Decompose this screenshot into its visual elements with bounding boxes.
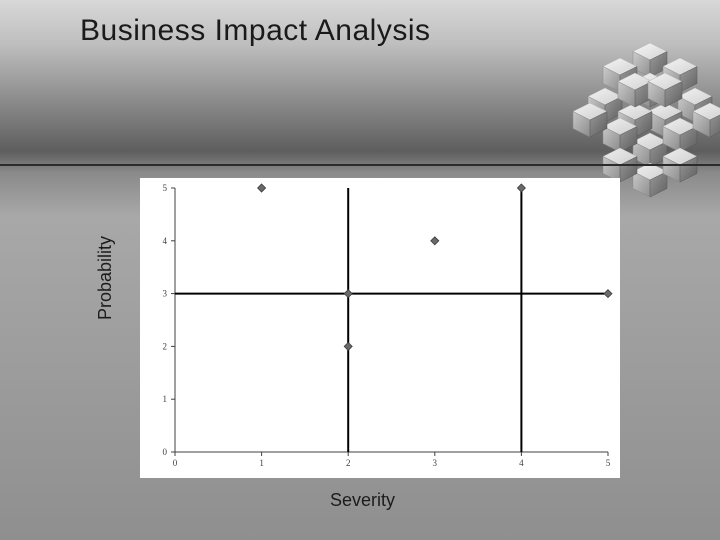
svg-text:0: 0 — [173, 458, 178, 468]
svg-text:4: 4 — [519, 458, 524, 468]
svg-text:1: 1 — [259, 458, 264, 468]
svg-text:3: 3 — [433, 458, 438, 468]
svg-text:0: 0 — [163, 447, 168, 457]
svg-text:3: 3 — [163, 289, 168, 299]
svg-text:5: 5 — [606, 458, 611, 468]
svg-text:1: 1 — [163, 394, 168, 404]
svg-text:2: 2 — [346, 458, 351, 468]
y-axis-label: Probability — [95, 236, 116, 320]
risk-chart: 0 1 2 3 4 5 0 1 2 3 4 5 — [140, 178, 620, 478]
svg-text:4: 4 — [163, 236, 168, 246]
svg-text:5: 5 — [163, 183, 168, 193]
x-axis-label: Severity — [330, 490, 395, 511]
svg-text:2: 2 — [163, 341, 168, 351]
slide-root: Business Impact Analysis Probability 0 1 2… — [0, 0, 720, 540]
page-title: Business Impact Analysis — [80, 14, 430, 48]
risk-chart-svg: 0 1 2 3 4 5 0 1 2 3 4 5 — [140, 178, 620, 478]
divider — [0, 164, 720, 166]
